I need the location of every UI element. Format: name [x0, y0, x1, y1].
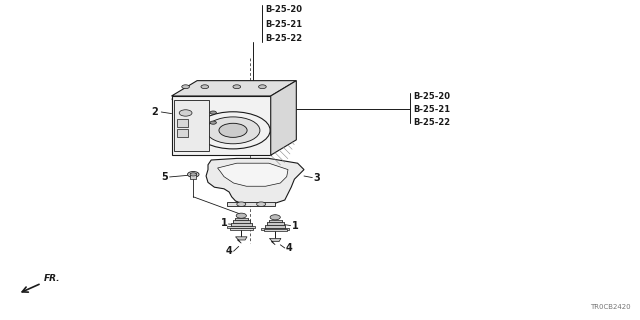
- Text: 5: 5: [161, 172, 168, 182]
- Bar: [264, 229, 287, 231]
- Bar: [267, 222, 284, 225]
- Bar: [172, 96, 271, 155]
- Bar: [177, 129, 188, 137]
- Circle shape: [237, 202, 246, 206]
- Bar: [261, 228, 289, 230]
- Circle shape: [196, 112, 270, 149]
- Polygon shape: [269, 238, 281, 245]
- Text: 3: 3: [314, 172, 321, 183]
- Bar: [233, 220, 250, 223]
- Polygon shape: [218, 163, 288, 186]
- Bar: [265, 225, 285, 228]
- Circle shape: [270, 215, 280, 220]
- Bar: [269, 220, 282, 222]
- Text: FR.: FR.: [44, 274, 60, 283]
- Circle shape: [233, 85, 241, 89]
- Polygon shape: [271, 81, 296, 155]
- Text: B-25-22: B-25-22: [413, 118, 450, 127]
- Bar: [230, 228, 253, 230]
- Circle shape: [201, 85, 209, 89]
- Circle shape: [257, 202, 266, 206]
- Text: B-25-22: B-25-22: [266, 34, 303, 43]
- Polygon shape: [206, 158, 304, 205]
- Bar: [231, 223, 252, 226]
- Text: 2: 2: [152, 107, 159, 117]
- Text: B-25-21: B-25-21: [413, 105, 450, 114]
- Text: TR0CB2420: TR0CB2420: [590, 304, 630, 310]
- Bar: [227, 226, 255, 228]
- Circle shape: [182, 85, 189, 89]
- Polygon shape: [172, 81, 296, 96]
- Circle shape: [210, 121, 216, 124]
- Bar: [235, 218, 248, 220]
- Bar: [190, 173, 196, 179]
- Text: 1: 1: [292, 220, 299, 231]
- Text: B-25-21: B-25-21: [266, 20, 303, 28]
- Circle shape: [179, 110, 192, 116]
- Circle shape: [188, 172, 199, 177]
- Circle shape: [259, 85, 266, 89]
- Text: 1: 1: [220, 218, 227, 228]
- Circle shape: [219, 123, 247, 137]
- Text: B-25-20: B-25-20: [266, 5, 303, 14]
- Circle shape: [190, 173, 196, 176]
- Circle shape: [210, 111, 216, 114]
- Text: B-25-20: B-25-20: [413, 92, 450, 100]
- Circle shape: [236, 213, 246, 218]
- Bar: [174, 100, 209, 151]
- Bar: [227, 202, 275, 206]
- Text: 4: 4: [225, 246, 232, 256]
- Bar: [177, 119, 188, 127]
- Text: 4: 4: [286, 243, 293, 253]
- Polygon shape: [236, 237, 247, 243]
- Circle shape: [206, 117, 260, 144]
